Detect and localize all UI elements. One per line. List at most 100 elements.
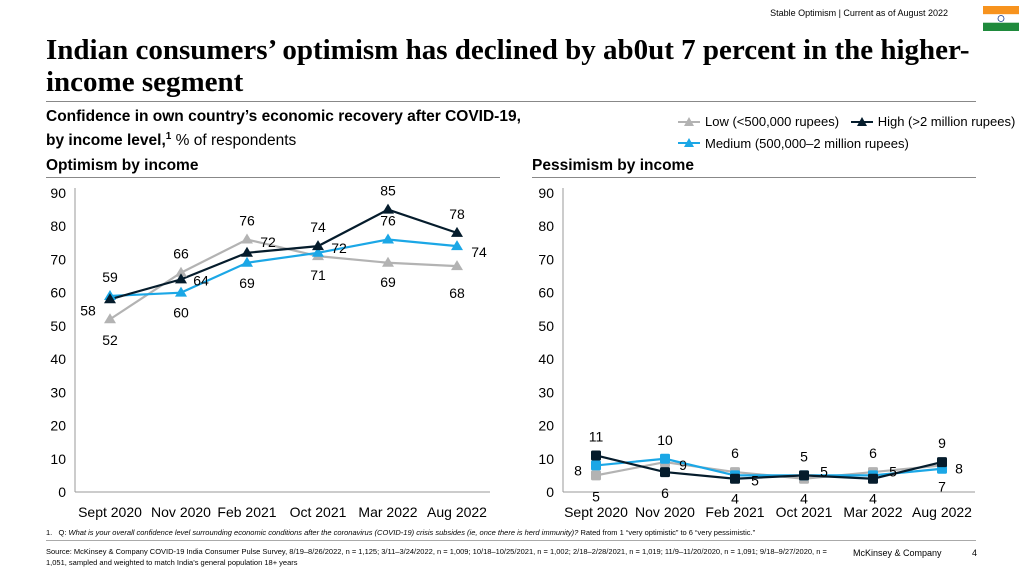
legend-item-high: High (>2 million rupees) (850, 111, 1015, 132)
data-label: 6 (661, 485, 669, 501)
data-label: 5 (889, 463, 897, 479)
data-label: 58 (80, 302, 96, 318)
pessimism-panel-title: Pessimism by income (532, 157, 694, 174)
y-tick-label: 70 (50, 251, 66, 267)
data-label: 59 (102, 269, 118, 285)
data-label: 6 (731, 445, 739, 461)
divider (46, 101, 976, 102)
data-label: 5 (800, 448, 808, 464)
data-point-marker (591, 450, 601, 461)
data-label: 5 (592, 488, 600, 504)
x-tick-label: Oct 2021 (290, 504, 347, 520)
divider (532, 177, 976, 178)
y-tick-label: 0 (58, 484, 66, 500)
data-label: 69 (380, 274, 396, 290)
chart-subtitle: Confidence in own country’s economic rec… (46, 107, 526, 151)
data-label: 74 (471, 244, 487, 260)
legend: Low (<500,000 rupees) High (>2 million r… (678, 111, 1023, 154)
data-point-marker (799, 470, 809, 481)
y-tick-label: 80 (538, 218, 554, 234)
data-label: 5 (751, 472, 759, 488)
subtitle-unit: % of respondents (171, 132, 297, 150)
data-point-marker (660, 467, 670, 478)
y-tick-label: 70 (538, 251, 554, 267)
x-tick-label: Nov 2020 (635, 504, 695, 520)
tracker-label: Stable Optimism | Current as of August 2… (770, 8, 948, 18)
x-tick-label: Feb 2021 (705, 504, 764, 520)
series-line (109, 238, 458, 298)
optimism-panel-title: Optimism by income (46, 157, 199, 174)
x-tick-label: Mar 2022 (843, 504, 902, 520)
footnote-ref: 1 (165, 131, 172, 142)
y-tick-label: 0 (546, 484, 554, 500)
data-label: 4 (800, 491, 808, 507)
data-point-marker (104, 313, 116, 324)
series-line (109, 238, 458, 321)
data-point-marker (175, 273, 187, 284)
data-point-marker (175, 266, 187, 277)
data-point-marker (382, 233, 394, 244)
x-tick-label: Sept 2020 (564, 504, 628, 520)
y-tick-label: 90 (538, 185, 554, 201)
brand-label: McKinsey & Company (853, 548, 942, 558)
data-point-marker (451, 240, 463, 251)
divider (46, 540, 976, 541)
data-label: 6 (869, 445, 877, 461)
data-label: 78 (449, 206, 465, 222)
y-tick-label: 20 (538, 418, 554, 434)
data-point-marker (868, 473, 878, 484)
y-tick-label: 60 (538, 285, 554, 301)
india-flag-icon (983, 6, 1019, 31)
y-tick-label: 40 (538, 351, 554, 367)
data-point-marker (591, 470, 601, 481)
data-label: 76 (239, 213, 255, 229)
data-label: 4 (731, 491, 739, 507)
data-label: 8 (955, 460, 963, 476)
x-tick-label: Aug 2022 (427, 504, 487, 520)
data-point-marker (730, 473, 740, 484)
data-point-marker (451, 226, 463, 237)
data-point-marker (451, 260, 463, 271)
data-point-marker (382, 256, 394, 267)
x-tick-label: Sept 2020 (78, 504, 142, 520)
y-tick-label: 40 (50, 351, 66, 367)
y-tick-label: 30 (538, 384, 554, 400)
y-tick-label: 10 (50, 451, 66, 467)
data-point-marker (382, 203, 394, 214)
data-label: 9 (938, 435, 946, 451)
subtitle-bold: Confidence in own country’s economic rec… (46, 108, 521, 150)
data-label: 11 (589, 428, 604, 444)
legend-item-medium: Medium (500,000–2 million rupees) (678, 133, 909, 154)
y-tick-label: 30 (50, 384, 66, 400)
page-number: 4 (972, 548, 978, 558)
x-tick-label: Mar 2022 (358, 504, 417, 520)
y-tick-label: 90 (50, 185, 66, 201)
data-label: 4 (869, 491, 877, 507)
series-line (595, 457, 943, 477)
data-label: 60 (173, 305, 189, 321)
x-tick-label: Oct 2021 (776, 504, 833, 520)
data-label: 7 (938, 479, 946, 495)
data-label: 74 (310, 219, 326, 235)
data-point-marker (312, 246, 324, 257)
page-title: Indian consumers’ optimism has declined … (46, 34, 970, 98)
x-tick-label: Feb 2021 (217, 504, 276, 520)
y-tick-label: 60 (50, 285, 66, 301)
y-tick-label: 10 (538, 451, 554, 467)
data-label: 72 (331, 240, 347, 256)
data-label: 52 (102, 332, 118, 348)
data-point-marker (241, 246, 253, 257)
data-point-marker (591, 460, 601, 471)
data-point-marker (312, 240, 324, 251)
y-tick-label: 50 (50, 318, 66, 334)
data-label: 72 (260, 234, 276, 250)
y-tick-label: 50 (538, 318, 554, 334)
data-point-marker (937, 457, 947, 468)
data-label: 76 (380, 213, 396, 229)
legend-item-low: Low (<500,000 rupees) (678, 111, 839, 132)
data-label: 5 (820, 463, 828, 479)
data-point-marker (660, 453, 670, 464)
series-line (595, 454, 943, 480)
